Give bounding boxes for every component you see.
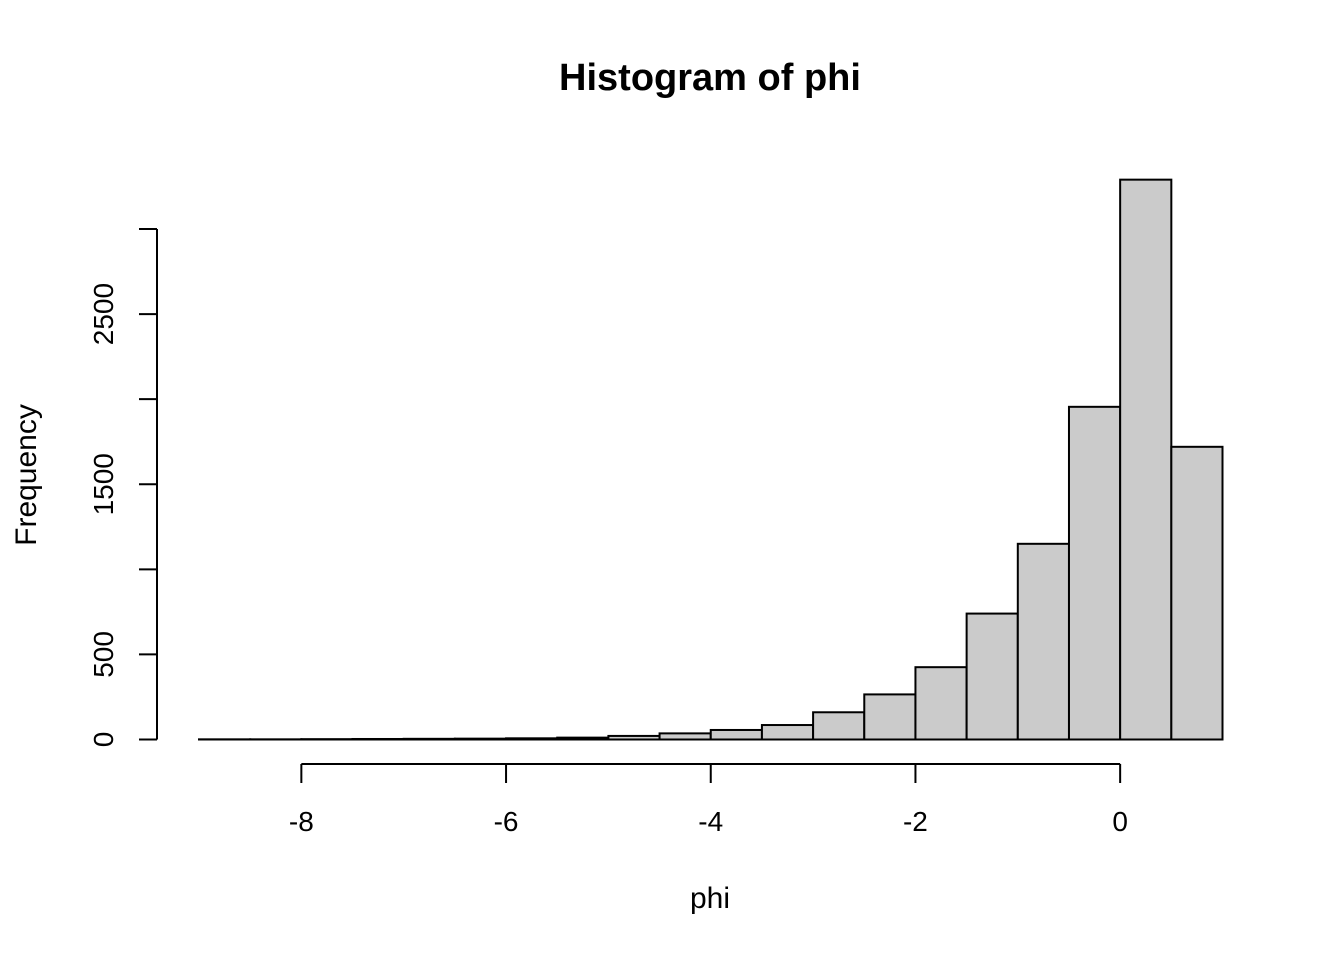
histogram-bar [658,732,712,741]
x-axis-tick-label: 0 [1112,806,1128,837]
x-axis-tick-label: -4 [698,806,723,837]
histogram-bar [709,728,763,741]
histogram-bar [556,736,610,741]
y-axis-tick-label: 1500 [88,453,119,515]
histogram-bar [607,734,661,741]
histogram-bar [760,724,815,741]
histogram-bar [965,612,1019,741]
histogram-bar [914,666,968,741]
histogram-bar [1016,542,1070,741]
x-axis-tick-label: -6 [494,806,519,837]
y-axis-label: Frequency [10,404,43,546]
x-axis-label: phi [690,882,730,915]
bars-group [198,178,1224,741]
histogram-bar [863,693,917,741]
histogram-bar [505,737,559,741]
histogram-bar [453,737,508,741]
x-axis-tick-label: -2 [903,806,928,837]
histogram-bar [1119,178,1173,741]
histogram-bar [812,711,866,741]
histogram-bar [351,737,405,741]
histogram-bar [1170,445,1224,741]
axes-group: 0 500 1500 2500 -8 -6 -4 -2 0 [88,228,1128,837]
y-axis-tick-label: 500 [88,631,119,678]
histogram-bar [1067,405,1122,741]
y-axis-tick-label: 0 [88,732,119,748]
y-axis-tick-label: 2500 [88,283,119,345]
histogram-bar [402,737,456,741]
chart-title: Histogram of phi [559,57,861,99]
x-axis-tick-label: -8 [289,806,314,837]
